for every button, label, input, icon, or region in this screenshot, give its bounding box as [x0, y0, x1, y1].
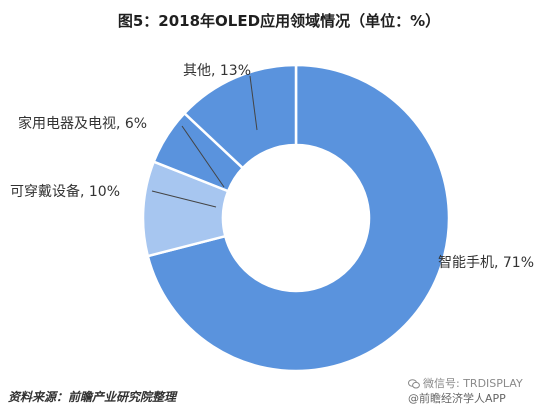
slice-1 [146, 63, 451, 373]
source-note: 资料来源：前瞻产业研究院整理 [8, 390, 177, 404]
wechat-app: @前瞻经济学人APP [408, 392, 506, 405]
chart-title: 图5：2018年OLED应用领域情况（单位：%） [117, 12, 441, 30]
data-label-3: 家用电器及电视, 6% [18, 115, 147, 132]
wechat-id: 微信号: TRDISPLAY [423, 377, 523, 390]
slice-4 [182, 63, 298, 170]
leader-line-3 [181, 125, 225, 188]
donut-slices [141, 63, 451, 373]
wechat-icon [408, 379, 420, 389]
leader-line-2 [151, 190, 217, 208]
wechat-watermark: 微信号: TRDISPLAY @前瞻经济学人APP [408, 376, 523, 406]
donut-labels: 智能手机, 71% 可穿戴设备, 10% 家用电器及电视, 6% 其他, 13% [10, 63, 534, 271]
data-label-2: 可穿戴设备, 10% [10, 183, 120, 200]
data-label-1: 智能手机, 71% [438, 255, 534, 271]
data-label-4: 其他, 13% [183, 63, 251, 79]
leader-line-4 [249, 75, 258, 131]
